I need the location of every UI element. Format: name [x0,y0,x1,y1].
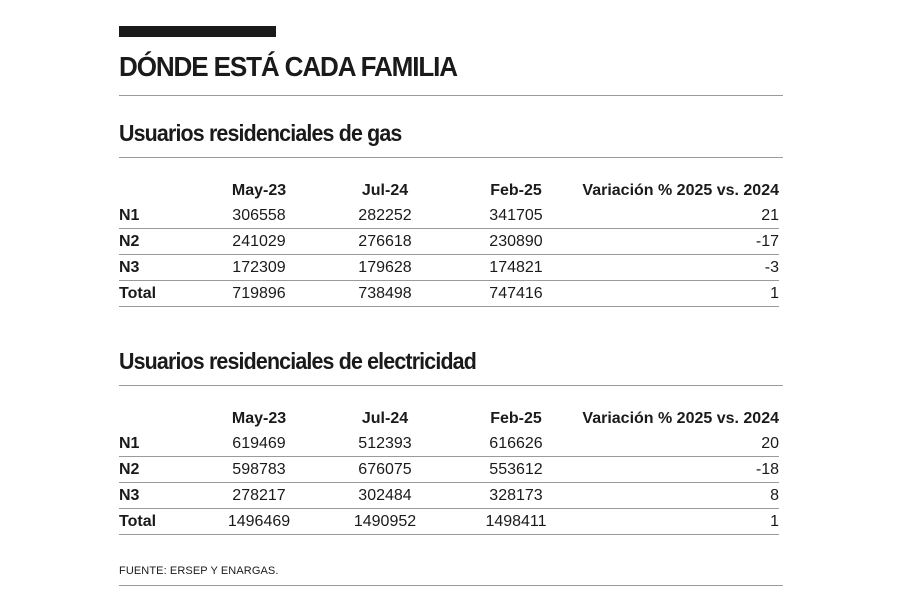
cell-feb25: 747416 [451,280,581,307]
cell-feb25: 553612 [451,456,581,483]
section-title-gas: Usuarios residenciales de gas [119,120,402,146]
table-row-total: Total 1496469 1490952 1498411 1 [119,508,779,535]
cell-feb25: 1498411 [451,508,581,535]
cell-feb25: 616626 [451,431,581,457]
cell-may23: 1496469 [199,508,319,535]
table-header-row: May-23 Jul-24 Feb-25 Variación % 2025 vs… [119,406,779,431]
cell-may23: 172309 [199,254,319,281]
cell-variation: 1 [581,280,779,307]
column-header-jul24: Jul-24 [361,182,409,199]
cell-variation: 8 [581,482,779,509]
infographic: DÓNDE ESTÁ CADA FAMILIA Usuarios residen… [119,26,783,586]
table-row: N3 278217 302484 328173 8 [119,482,779,509]
row-label: N1 [119,431,199,457]
page-title: DÓNDE ESTÁ CADA FAMILIA [119,51,458,82]
row-label: N1 [119,203,199,229]
cell-may23: 306558 [199,203,319,229]
column-header-variation: Variación % 2025 vs. 2024 [582,182,779,199]
cell-feb25: 174821 [451,254,581,281]
source-note: FUENTE: ERSEP Y ENARGAS. [119,565,279,577]
cell-jul24: 738498 [319,280,451,307]
table-gas: May-23 Jul-24 Feb-25 Variación % 2025 vs… [119,178,779,307]
column-header-feb25: Feb-25 [490,410,542,427]
cell-jul24: 512393 [319,431,451,457]
row-label: Total [119,508,199,535]
table-row: N1 619469 512393 616626 20 [119,431,779,457]
header-accent-bar [119,26,276,37]
cell-may23: 241029 [199,228,319,255]
column-header-jul24: Jul-24 [361,410,409,427]
row-label: N2 [119,456,199,483]
row-label: N3 [119,254,199,281]
table-header-row: May-23 Jul-24 Feb-25 Variación % 2025 vs… [119,178,779,203]
cell-may23: 719896 [199,280,319,307]
row-label: Total [119,280,199,307]
header-blank [119,178,199,203]
cell-variation: 1 [581,508,779,535]
row-label: N2 [119,228,199,255]
cell-may23: 598783 [199,456,319,483]
column-header-feb25: Feb-25 [490,182,542,199]
cell-feb25: 230890 [451,228,581,255]
cell-feb25: 328173 [451,482,581,509]
cell-variation: -18 [581,456,779,483]
cell-jul24: 302484 [319,482,451,509]
section-title-electricity: Usuarios residenciales de electricidad [119,348,477,374]
cell-jul24: 676075 [319,456,451,483]
column-header-variation: Variación % 2025 vs. 2024 [582,410,779,427]
cell-variation: -3 [581,254,779,281]
table-row: N1 306558 282252 341705 21 [119,203,779,229]
row-label: N3 [119,482,199,509]
table-row: N2 598783 676075 553612 -18 [119,456,779,483]
table-row: N3 172309 179628 174821 -3 [119,254,779,281]
table-row-total: Total 719896 738498 747416 1 [119,280,779,307]
cell-jul24: 276618 [319,228,451,255]
footer-divider [119,585,783,586]
section-divider-gas [119,157,783,158]
cell-variation: 20 [581,431,779,457]
section-divider-electricity [119,385,783,386]
cell-jul24: 1490952 [319,508,451,535]
cell-may23: 619469 [199,431,319,457]
cell-may23: 278217 [199,482,319,509]
cell-variation: 21 [581,203,779,229]
cell-jul24: 282252 [319,203,451,229]
cell-variation: -17 [581,228,779,255]
cell-feb25: 341705 [451,203,581,229]
cell-jul24: 179628 [319,254,451,281]
column-header-may23: May-23 [231,410,287,427]
title-divider [119,95,783,96]
table-electricity: May-23 Jul-24 Feb-25 Variación % 2025 vs… [119,406,779,535]
table-row: N2 241029 276618 230890 -17 [119,228,779,255]
header-blank [119,406,199,431]
column-header-may23: May-23 [231,182,287,199]
